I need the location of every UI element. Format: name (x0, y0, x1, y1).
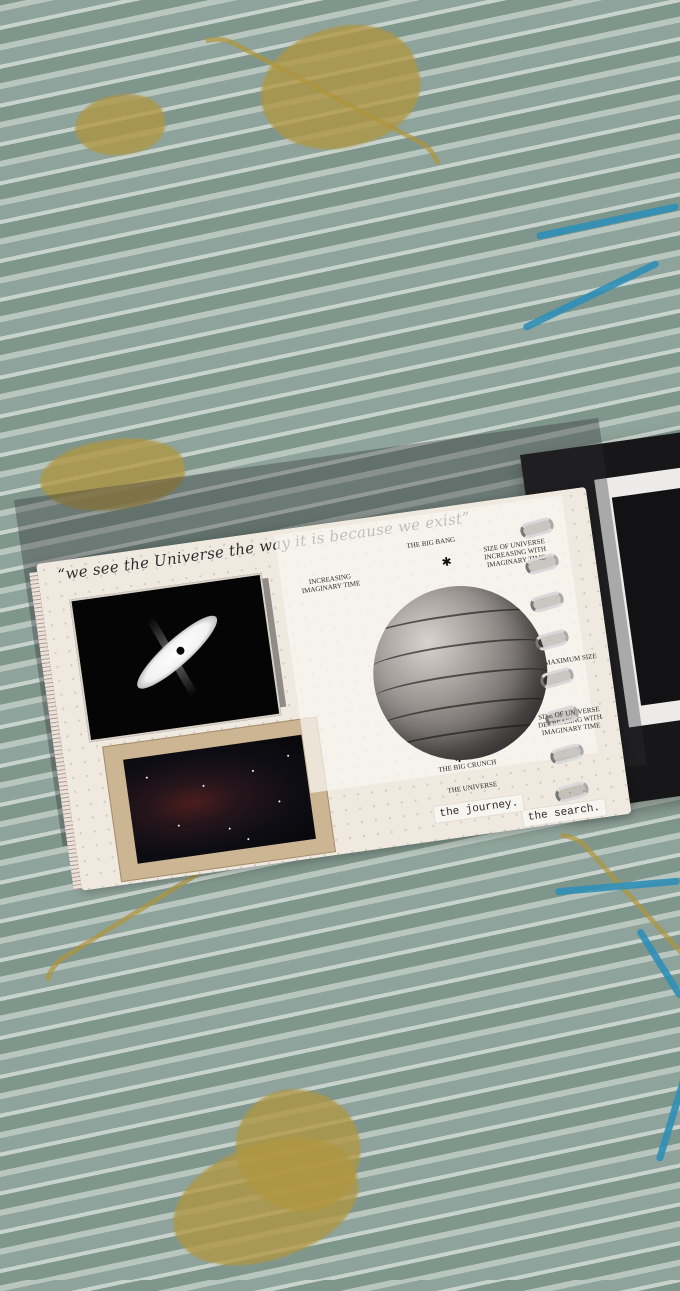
nebula-photo-frame (102, 716, 337, 883)
blue-fabric-stroke-5 (655, 1054, 680, 1163)
star-dot (278, 800, 281, 803)
star-dot (145, 776, 148, 779)
galaxy-photo (69, 572, 282, 743)
star-dot (251, 769, 255, 772)
star-dot (177, 824, 180, 827)
diagram-caption-the-universe: THE UNIVERSE (447, 780, 498, 795)
fabric-stem-4 (390, 816, 680, 1134)
star-dot (247, 837, 250, 841)
nebula-photo (123, 734, 316, 864)
journey-paper-tag: the journey. (433, 794, 525, 823)
star-dot (228, 827, 231, 830)
search-paper-tag: the search. (522, 799, 607, 827)
big-bang-star-icon: ✱ (440, 554, 453, 570)
star-dot (202, 784, 205, 787)
star-dot (287, 754, 290, 757)
